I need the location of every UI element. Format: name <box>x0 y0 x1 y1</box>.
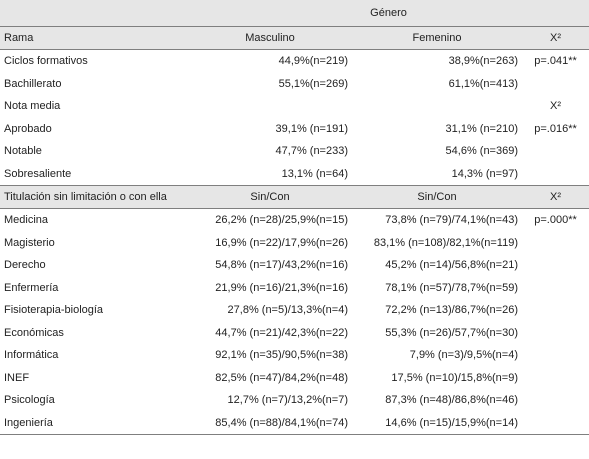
masculino-value: 13,1% (n=64) <box>281 167 348 180</box>
femenino-value: 38,9%(n=263) <box>448 55 518 68</box>
femenino-value: 31,1% (n=210) <box>445 122 518 135</box>
table-row: INEF 82,5% (n=47)/84,2%(n=48) 17,5% (n=10)… <box>0 367 589 390</box>
masculino-value: 12,7% (n=7)/13,2%(n=7) <box>227 394 348 407</box>
table-row: Informática 92,1% (n=35)/90,5%(n=38) 7,9% … <box>0 344 589 367</box>
femenino-value: 14,3% (n=97) <box>451 167 518 180</box>
masculino-value: 85,4% (n=88)/84,1%(n=74) <box>188 411 352 435</box>
femenino-value: 55,3% (n=26)/57,7%(n=30) <box>385 326 518 339</box>
p-value <box>522 277 589 300</box>
masculino-value: 21,9% (n=16)/21,3%(n=16) <box>215 281 348 294</box>
p-value: p=.000** <box>534 214 577 227</box>
p-value <box>522 411 589 435</box>
row-label: Ingeniería <box>0 411 188 435</box>
row-label: Bachillerato <box>4 77 62 90</box>
header-rama-row: Rama Masculino Femenino X² <box>0 26 589 50</box>
table-row: Derecho 54,8% (n=17)/43,2%(n=16) 45,2% (n=… <box>0 254 589 277</box>
p-value <box>522 299 589 322</box>
header-femenino: Femenino <box>352 26 522 50</box>
masculino-value: 47,7% (n=233) <box>275 145 348 158</box>
row-label: Medicina <box>4 214 49 227</box>
femenino-value: 7,9% (n=3)/9,5%(n=4) <box>409 349 518 362</box>
header-masculino: Masculino <box>188 26 352 50</box>
table-row: Aprobado 39,1% (n=191) 31,1% (n=210) p=.016… <box>0 118 589 141</box>
masculino-value: 44,7% (n=21)/42,3%(n=22) <box>215 326 348 339</box>
nota-media-label: Nota media <box>4 100 61 113</box>
row-label: Notable <box>4 145 42 158</box>
row-label: Económicas <box>4 326 64 339</box>
p-value <box>522 140 589 163</box>
table-row: Ciclos formativos 44,9%(n=219) 38,9%(n=263… <box>0 50 589 73</box>
titulacion-sincon-m: Sin/Con <box>188 185 352 209</box>
masculino-value: 54,8% (n=17)/43,2%(n=16) <box>215 259 348 272</box>
p-value <box>522 73 589 96</box>
masculino-value: 44,9%(n=219) <box>278 55 348 68</box>
table-row: Fisioterapia-biología 27,8% (n=5)/13,3%(n… <box>0 299 589 322</box>
table-row: Bachillerato 55,1%(n=269) 61,1%(n=413) <box>0 73 589 96</box>
titulacion-label: Titulación sin limitación o con ella <box>0 185 188 209</box>
header-rama: Rama <box>0 26 188 50</box>
row-label: INEF <box>4 371 30 384</box>
row-label: Enfermería <box>4 281 59 294</box>
row-label: Derecho <box>4 259 46 272</box>
table-row: Sobresaliente 13,1% (n=64) 14,3% (n=97) <box>0 163 589 186</box>
header-chi: X² <box>522 26 589 50</box>
p-value <box>522 367 589 390</box>
titulacion-sincon-f: Sin/Con <box>352 185 522 209</box>
row-label: Aprobado <box>4 122 52 135</box>
femenino-value: 61,1%(n=413) <box>448 77 518 90</box>
femenino-value: 72,2% (n=13)/86,7%(n=26) <box>385 304 518 317</box>
masculino-value: 16,9% (n=22)/17,9%(n=26) <box>215 236 348 249</box>
femenino-value: 14,6% (n=15)/15,9%(n=14) <box>352 411 522 435</box>
table-row: Notable 47,7% (n=233) 54,6% (n=369) <box>0 140 589 163</box>
masculino-value: 55,1%(n=269) <box>278 77 348 90</box>
table-row: Ingeniería 85,4% (n=88)/84,1%(n=74) 14,6% … <box>0 411 589 435</box>
femenino-value: 17,5% (n=10)/15,8%(n=9) <box>391 371 518 384</box>
titulacion-chi: X² <box>522 185 589 209</box>
masculino-value: 92,1% (n=35)/90,5%(n=38) <box>215 349 348 362</box>
gender-table: Género Rama Masculino Femenino X² Ciclos… <box>0 0 589 435</box>
row-label: Magisterio <box>4 236 55 249</box>
titulacion-header-row: Titulación sin limitación o con ella Sin/… <box>0 185 589 209</box>
nota-media-chi: X² <box>550 100 562 113</box>
table-row: Medicina 26,2% (n=28)/25,9%(n=15) 73,8% (n… <box>0 209 589 232</box>
p-value <box>522 232 589 255</box>
masculino-value: 82,5% (n=47)/84,2%(n=48) <box>215 371 348 384</box>
table-row: Enfermería 21,9% (n=16)/21,3%(n=16) 78,1% … <box>0 277 589 300</box>
row-label: Fisioterapia-biología <box>4 304 104 317</box>
table-row: Magisterio 16,9% (n=22)/17,9%(n=26) 83,1% … <box>0 232 589 255</box>
row-label: Informática <box>4 349 59 362</box>
femenino-value: 83,1% (n=108)/82,1%(n=119) <box>373 236 518 249</box>
p-value: p=.041** <box>534 55 577 68</box>
row-label: Sobresaliente <box>4 167 72 180</box>
masculino-value: 39,1% (n=191) <box>275 122 348 135</box>
header-genero: Género <box>188 0 589 27</box>
p-value <box>522 389 589 412</box>
p-value <box>522 254 589 277</box>
masculino-value: 27,8% (n=5)/13,3%(n=4) <box>227 304 348 317</box>
femenino-value: 54,6% (n=369) <box>445 145 518 158</box>
nota-media-header-row: Nota media X² <box>0 95 589 118</box>
header-genero-row: Género <box>0 0 589 27</box>
p-value <box>522 344 589 367</box>
masculino-value: 26,2% (n=28)/25,9%(n=15) <box>215 214 348 227</box>
femenino-value: 73,8% (n=79)/74,1%(n=43) <box>385 214 518 227</box>
p-value <box>522 163 589 186</box>
femenino-value: 45,2% (n=14)/56,8%(n=21) <box>385 259 518 272</box>
table-row: Económicas 44,7% (n=21)/42,3%(n=22) 55,3% … <box>0 322 589 345</box>
femenino-value: 78,1% (n=57)/78,7%(n=59) <box>385 281 518 294</box>
table-row: Psicología 12,7% (n=7)/13,2%(n=7) 87,3% (n… <box>0 389 589 412</box>
p-value <box>522 322 589 345</box>
row-label: Psicología <box>4 394 55 407</box>
p-value: p=.016** <box>534 122 577 135</box>
femenino-value: 87,3% (n=48)/86,8%(n=46) <box>385 394 518 407</box>
row-label: Ciclos formativos <box>4 55 88 68</box>
